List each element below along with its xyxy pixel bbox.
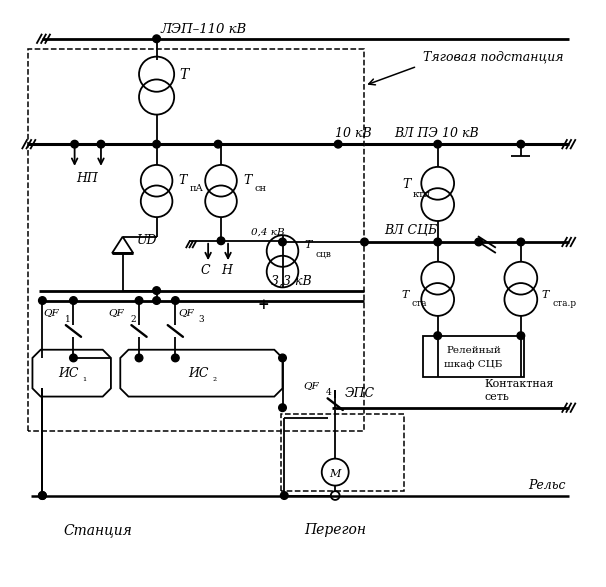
Circle shape (335, 140, 342, 148)
Text: ста.р: ста.р (553, 299, 576, 308)
Circle shape (517, 140, 525, 148)
Text: 4: 4 (325, 388, 331, 397)
Circle shape (171, 296, 179, 304)
Text: М: М (329, 470, 341, 480)
Text: 10 кВ: 10 кВ (335, 127, 372, 140)
Circle shape (153, 35, 161, 43)
Text: ₂: ₂ (212, 375, 216, 383)
Text: Т: Т (542, 289, 549, 299)
Circle shape (153, 140, 161, 148)
Circle shape (434, 332, 442, 339)
Bar (423, 336, 524, 377)
Text: Контактная: Контактная (485, 379, 554, 389)
Circle shape (215, 140, 222, 148)
Text: QF: QF (108, 308, 124, 316)
Text: 1: 1 (65, 315, 71, 323)
Text: ИС: ИС (188, 367, 208, 380)
Text: Т: Т (401, 289, 409, 299)
Circle shape (361, 238, 368, 246)
Circle shape (434, 238, 442, 246)
Circle shape (171, 354, 179, 362)
Text: Тяговая подстанция: Тяговая подстанция (423, 51, 564, 64)
Text: 3: 3 (199, 315, 204, 323)
Circle shape (97, 140, 105, 148)
Circle shape (39, 296, 46, 304)
Text: ИС: ИС (59, 367, 79, 380)
Circle shape (217, 237, 225, 245)
Circle shape (279, 404, 286, 411)
Text: QF: QF (43, 308, 59, 316)
Text: ста: ста (412, 299, 427, 308)
Text: 3,3 кВ: 3,3 кВ (271, 275, 311, 288)
Circle shape (279, 354, 286, 362)
Text: сеть: сеть (485, 392, 510, 402)
Circle shape (135, 354, 143, 362)
Text: ₁: ₁ (82, 375, 87, 383)
Circle shape (153, 296, 161, 304)
Text: ВЛ ПЭ 10 кВ: ВЛ ПЭ 10 кВ (394, 127, 478, 140)
Circle shape (475, 238, 482, 246)
Text: ЭПС: ЭПС (345, 387, 375, 400)
Circle shape (517, 238, 525, 246)
Text: QF: QF (179, 308, 195, 316)
Text: Перегон: Перегон (304, 522, 366, 537)
Circle shape (71, 140, 78, 148)
Text: +: + (258, 298, 269, 312)
Circle shape (517, 332, 525, 339)
Text: Рельс: Рельс (528, 478, 566, 491)
Text: Т: Т (243, 174, 251, 187)
Circle shape (39, 492, 46, 500)
Text: шкаф СЦБ: шкаф СЦБ (444, 360, 502, 369)
Text: сцв: сцв (316, 249, 331, 259)
Text: 0,4 кВ: 0,4 кВ (251, 228, 285, 237)
Text: Релейный: Релейный (446, 346, 501, 355)
Circle shape (281, 492, 288, 500)
Circle shape (434, 140, 442, 148)
Text: С: С (201, 264, 211, 276)
Text: сн: сн (255, 184, 267, 193)
Text: Н: Н (221, 264, 232, 276)
Text: ЛЭП–110 кВ: ЛЭП–110 кВ (161, 23, 247, 36)
Text: пА: пА (190, 184, 204, 193)
Text: UD: UD (137, 234, 157, 247)
Text: ВЛ СЦБ: ВЛ СЦБ (384, 224, 437, 237)
Text: Т: Т (179, 68, 188, 82)
Text: 2: 2 (131, 315, 136, 323)
Text: ктп: ктп (413, 190, 431, 199)
Text: QF: QF (303, 381, 319, 390)
Circle shape (135, 296, 143, 304)
Text: Станция: Станция (64, 522, 133, 537)
Circle shape (279, 238, 286, 246)
Circle shape (39, 492, 46, 500)
Circle shape (153, 287, 161, 294)
Text: Т: Т (179, 174, 187, 187)
Text: Т: Т (402, 178, 411, 191)
Text: НП: НП (76, 172, 98, 185)
Circle shape (70, 296, 77, 304)
Text: Т: Т (305, 241, 312, 251)
Circle shape (70, 354, 77, 362)
